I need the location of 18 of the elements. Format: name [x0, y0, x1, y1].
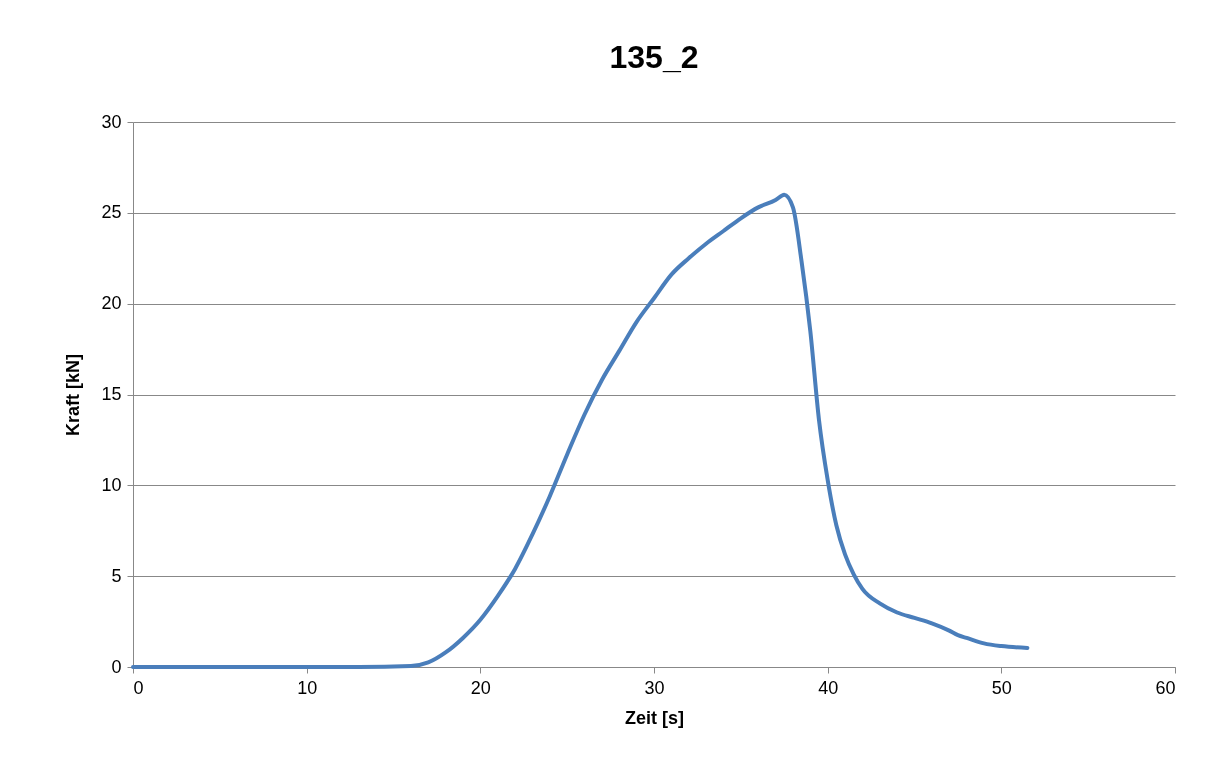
y-axis-title: Kraft [kN] [63, 353, 84, 437]
y-tick-label: 25 [101, 202, 122, 223]
x-tick-label: 0 [133, 677, 144, 698]
y-tick-label: 30 [101, 111, 122, 132]
x-axis-title: Zeit [s] [624, 707, 685, 728]
y-tick-label: 0 [111, 656, 122, 677]
y-tick-label: 15 [101, 384, 122, 404]
y-tick-label: 20 [101, 293, 122, 314]
x-tick-label: 20 [470, 677, 491, 698]
y-tick-label: 5 [111, 565, 122, 586]
x-tick-label: 40 [818, 677, 839, 698]
line-series [131, 192, 1030, 669]
x-tick-label: 50 [991, 677, 1012, 698]
x-tick-label: 10 [297, 677, 318, 698]
chart-title: 135_2 [609, 39, 699, 75]
y-tick-label: 10 [101, 474, 122, 495]
x-tick-label: 60 [1155, 677, 1176, 698]
x-tick-label: 30 [644, 677, 665, 698]
